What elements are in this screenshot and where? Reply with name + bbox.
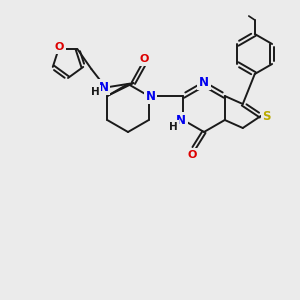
Text: N: N bbox=[146, 89, 156, 103]
Text: N: N bbox=[98, 81, 108, 94]
Text: H: H bbox=[91, 87, 100, 97]
Text: N: N bbox=[176, 113, 186, 127]
Text: O: O bbox=[187, 150, 197, 160]
Text: O: O bbox=[55, 42, 64, 52]
Text: S: S bbox=[262, 110, 271, 122]
Text: H: H bbox=[169, 122, 178, 132]
Text: N: N bbox=[199, 76, 209, 88]
Text: O: O bbox=[140, 54, 149, 64]
